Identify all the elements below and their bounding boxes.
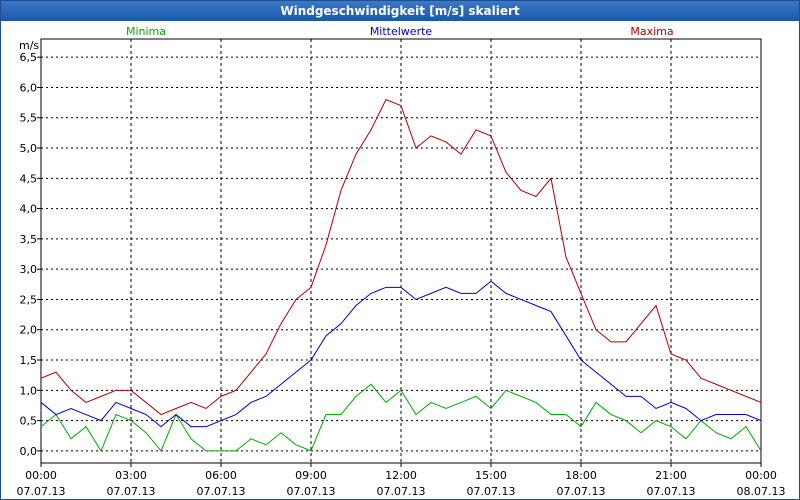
y-tick-label: 5,5 bbox=[20, 112, 38, 125]
y-tick-label: 0,5 bbox=[20, 415, 38, 428]
y-tick-label: 4,5 bbox=[20, 172, 38, 185]
series-line-minima bbox=[40, 383, 762, 452]
y-tick-label: 2,0 bbox=[20, 324, 38, 337]
y-axis-ticks: 0,0 0,5 1,0 1,5 2,0 2,5 3,0 3,5 4,0 4,5 5,0 5,5 6,0 6… bbox=[20, 51, 41, 458]
x-tick-time-label: 09:00 bbox=[295, 469, 327, 482]
x-tick-date-label: 07.07.13 bbox=[377, 485, 426, 498]
y-axis-unit-label: m/s bbox=[19, 39, 39, 52]
legend-mittelwerte: Mittelwerte bbox=[370, 25, 433, 38]
x-tick-time-label: 00:00 bbox=[25, 469, 57, 482]
y-tick-label: 6,5 bbox=[20, 51, 38, 64]
series-line-maxima bbox=[40, 98, 762, 416]
y-tick-label: 4,0 bbox=[20, 203, 38, 216]
legend-maxima: Maxima bbox=[630, 25, 673, 38]
x-tick-time-label: 00:00 bbox=[745, 469, 777, 482]
x-tick-time-label: 15:00 bbox=[475, 469, 507, 482]
chart-grid bbox=[41, 39, 761, 463]
x-tick-date-label: 07.07.13 bbox=[467, 485, 516, 498]
y-tick-label: 1,5 bbox=[20, 354, 38, 367]
wind-speed-chart: 0,0 0,5 1,0 1,5 2,0 2,5 3,0 3,5 4,0 4,5 5,0 5,5 6,0 6… bbox=[17, 25, 786, 498]
x-tick-time-label: 03:00 bbox=[115, 469, 147, 482]
x-tick-date-label: 07.07.13 bbox=[287, 485, 336, 498]
legend-minima: Minima bbox=[126, 25, 166, 38]
x-tick-date-label: 07.07.13 bbox=[647, 485, 696, 498]
x-tick-date-label: 08.07.13 bbox=[737, 485, 786, 498]
y-tick-label: 6,0 bbox=[20, 81, 38, 94]
x-tick-date-label: 07.07.13 bbox=[557, 485, 606, 498]
chart-legend: Minima Mittelwerte Maxima bbox=[126, 25, 674, 38]
y-tick-label: 2,5 bbox=[20, 293, 38, 306]
x-tick-time-label: 21:00 bbox=[655, 469, 687, 482]
x-axis-ticks: 00:00 07.07.13 03:00 07.07.13 06:00 07.07.13 0… bbox=[17, 463, 786, 498]
y-tick-label: 5,0 bbox=[20, 142, 38, 155]
y-tick-label: 3,0 bbox=[20, 263, 38, 276]
x-tick-date-label: 07.07.13 bbox=[17, 485, 66, 498]
chart-series bbox=[40, 98, 762, 452]
x-tick-date-label: 07.07.13 bbox=[197, 485, 246, 498]
x-tick-date-label: 07.07.13 bbox=[107, 485, 156, 498]
y-tick-label: 1,0 bbox=[20, 384, 38, 397]
window-title: Windgeschwindigkeit [m/s] skaliert bbox=[1, 1, 799, 21]
y-tick-label: 0,0 bbox=[20, 445, 38, 458]
x-tick-time-label: 12:00 bbox=[385, 469, 417, 482]
y-tick-label: 3,5 bbox=[20, 233, 38, 246]
series-line-mittelwerte bbox=[40, 280, 762, 428]
x-tick-time-label: 18:00 bbox=[565, 469, 597, 482]
x-tick-time-label: 06:00 bbox=[205, 469, 237, 482]
